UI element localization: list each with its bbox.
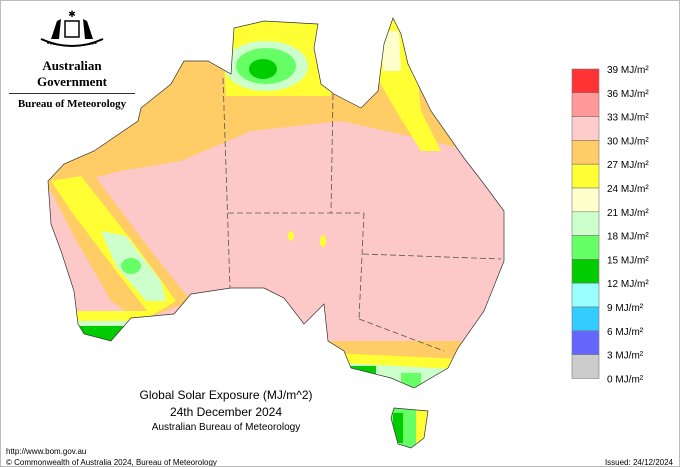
bom-website-link[interactable]: http://www.bom.gov.au [6,447,87,456]
legend-swatch [571,140,600,165]
legend-label: 30 MJ/m² [607,136,649,147]
legend-swatch [571,116,600,141]
legend-swatch [571,282,600,308]
divider [9,93,135,94]
legend-label: 12 MJ/m² [607,279,649,290]
state-borders [222,77,502,352]
legend-label: 15 MJ/m² [607,255,649,266]
issued-date: Issued: 24/12/2024 [604,458,673,467]
legend-label: 21 MJ/m² [607,208,649,219]
legend-swatch [571,211,600,236]
legend-swatch [571,354,600,379]
legend-label: 36 MJ/m² [607,89,649,100]
legend-swatch [571,68,600,94]
legend-swatch [571,92,600,117]
legend-swatch [571,330,600,355]
map-date: 24th December 2024 [169,405,283,419]
legend-swatch [571,259,600,284]
legend-swatch [571,235,600,260]
legend-label: 39 MJ/m² [607,65,649,76]
svg-text:✱: ✱ [68,9,76,19]
legend-swatch [571,306,600,332]
agency-name: Bureau of Meteorology [17,98,127,110]
legend-label: 27 MJ/m² [607,160,649,171]
legend-label: 9 MJ/m² [607,303,644,314]
map-title: Global Solar Exposure (MJ/m^2) [139,388,313,402]
legend-label: 6 MJ/m² [607,327,644,338]
legend-label: 18 MJ/m² [607,232,649,243]
australian-government-logo: ✱ Australian Government Bureau of Meteor… [9,9,135,110]
legend-label: 3 MJ/m² [607,351,644,362]
coat-of-arms-icon: ✱ [40,9,104,47]
map-source: Australian Bureau of Meteorology [151,422,301,433]
copyright-notice: © Commonwealth of Australia 2024, Bureau… [6,458,217,467]
legend-label: 0 MJ/m² [607,374,644,385]
legend-swatch [571,163,600,189]
legend-swatch [571,187,600,213]
government-name: Australian Government [36,58,108,89]
legend-label: 24 MJ/m² [607,184,649,195]
legend-label: 33 MJ/m² [607,113,649,124]
